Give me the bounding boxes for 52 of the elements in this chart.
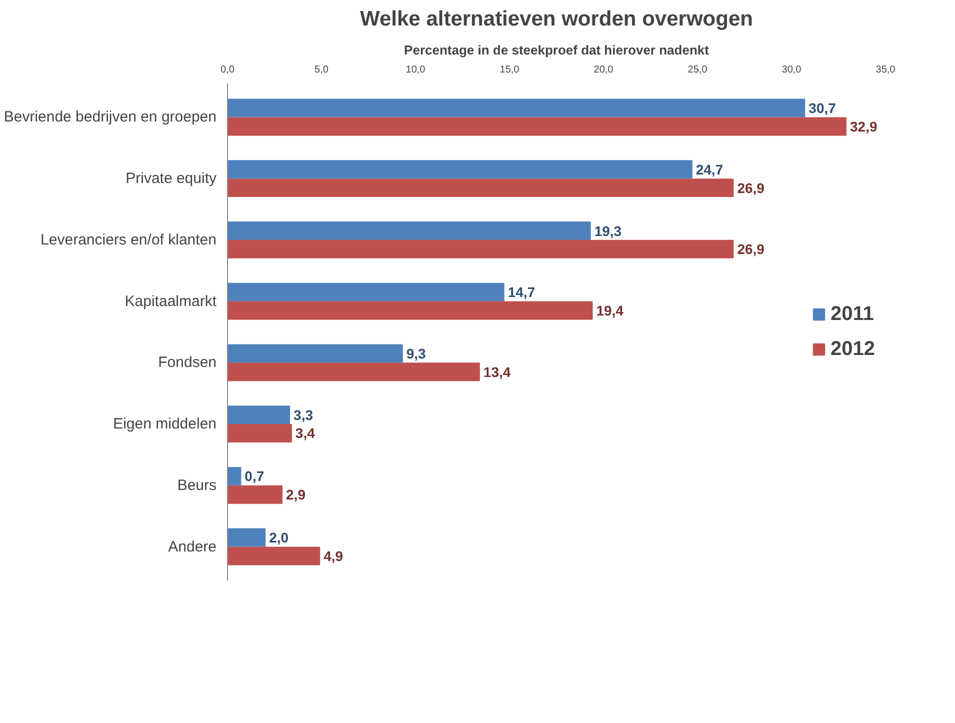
data-label: 3,3: [294, 406, 314, 423]
x-tick-label: 20,0: [594, 64, 614, 76]
y-tick-label: Eigen middelen: [113, 416, 217, 433]
bar: [228, 546, 320, 566]
x-tick-label: 35,0: [876, 64, 896, 76]
data-label: 19,3: [594, 222, 622, 239]
bar: [228, 362, 480, 382]
data-label: 13,4: [483, 364, 511, 380]
bar: [228, 240, 734, 258]
bar: [228, 160, 692, 179]
data-label: 9,3: [406, 345, 426, 362]
chart-subtitle: Percentage in de steekproef dat hierover nadenkt: [404, 42, 710, 58]
bar: [228, 222, 591, 240]
y-tick-label: Beurs: [177, 476, 217, 494]
bar: [228, 406, 290, 424]
data-label: 4,9: [324, 548, 344, 564]
bar: [228, 344, 403, 363]
bar: [228, 424, 292, 442]
bar: [228, 178, 734, 198]
y-tick-label: Andere: [168, 538, 217, 556]
data-label: 26,9: [737, 241, 765, 258]
x-tick-label: 30,0: [782, 64, 802, 76]
chart-title: Welke alternatieven worden overwogen: [360, 8, 753, 30]
y-tick-label: Fondsen: [158, 354, 216, 372]
bar: [228, 528, 266, 547]
x-tick-label: 0,0: [220, 64, 235, 76]
data-label: 2,0: [269, 530, 289, 546]
bar: [228, 98, 806, 118]
data-label: 3,4: [295, 425, 316, 442]
data-label: 2,9: [286, 486, 306, 503]
y-tick-label: Private equity: [126, 170, 217, 188]
bar: [228, 117, 847, 136]
y-tick-label: Leveranciers en/of klanten: [40, 231, 217, 248]
data-label: 24,7: [696, 161, 724, 178]
x-tick-label: 10,0: [406, 64, 426, 76]
y-tick-label: Kapitaalmarkt: [124, 292, 218, 310]
x-tick-label: 5,0: [314, 64, 329, 76]
legend-label: 2012: [830, 338, 875, 360]
legend-label: 2011: [830, 302, 874, 326]
bar: [228, 485, 283, 504]
bar: [228, 301, 593, 320]
data-label: 30,7: [808, 100, 836, 116]
y-tick-label: Bevriende bedrijven en groepen: [4, 108, 217, 126]
data-label: 14,7: [508, 284, 536, 300]
bar: [228, 466, 242, 486]
data-label: 0,7: [244, 468, 264, 484]
x-tick-label: 15,0: [500, 64, 520, 76]
data-label: 26,9: [737, 180, 765, 196]
data-label: 32,9: [850, 118, 878, 134]
bar: [228, 282, 504, 302]
x-tick-label: 25,0: [688, 64, 708, 76]
data-label: 19,4: [596, 302, 624, 319]
